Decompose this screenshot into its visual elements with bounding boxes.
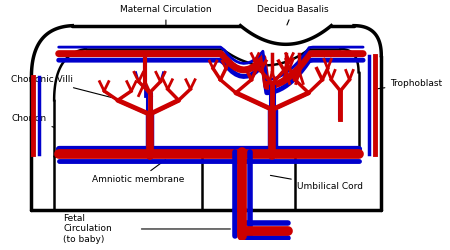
Text: Decidua Basalis: Decidua Basalis: [257, 6, 329, 25]
Text: Trophoblast: Trophoblast: [378, 79, 442, 89]
Text: Maternal Circulation: Maternal Circulation: [120, 6, 212, 25]
Text: Chorionic Villi: Chorionic Villi: [11, 75, 120, 100]
Text: Chorion: Chorion: [11, 114, 54, 127]
Text: Amniotic membrane: Amniotic membrane: [92, 160, 185, 184]
Text: Fetal
Circulation
(to baby): Fetal Circulation (to baby): [63, 214, 112, 244]
Text: Umbilical Cord: Umbilical Cord: [270, 176, 363, 190]
